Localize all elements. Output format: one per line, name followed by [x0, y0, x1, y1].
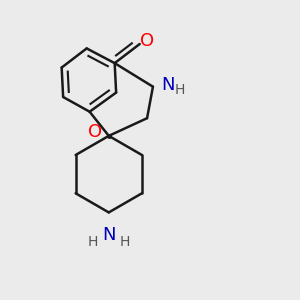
Text: N: N	[102, 226, 116, 244]
Text: O: O	[88, 123, 102, 141]
Text: H: H	[87, 235, 98, 248]
Text: H: H	[120, 235, 130, 248]
Text: H: H	[175, 82, 185, 97]
Text: O: O	[140, 32, 154, 50]
Text: N: N	[161, 76, 175, 94]
